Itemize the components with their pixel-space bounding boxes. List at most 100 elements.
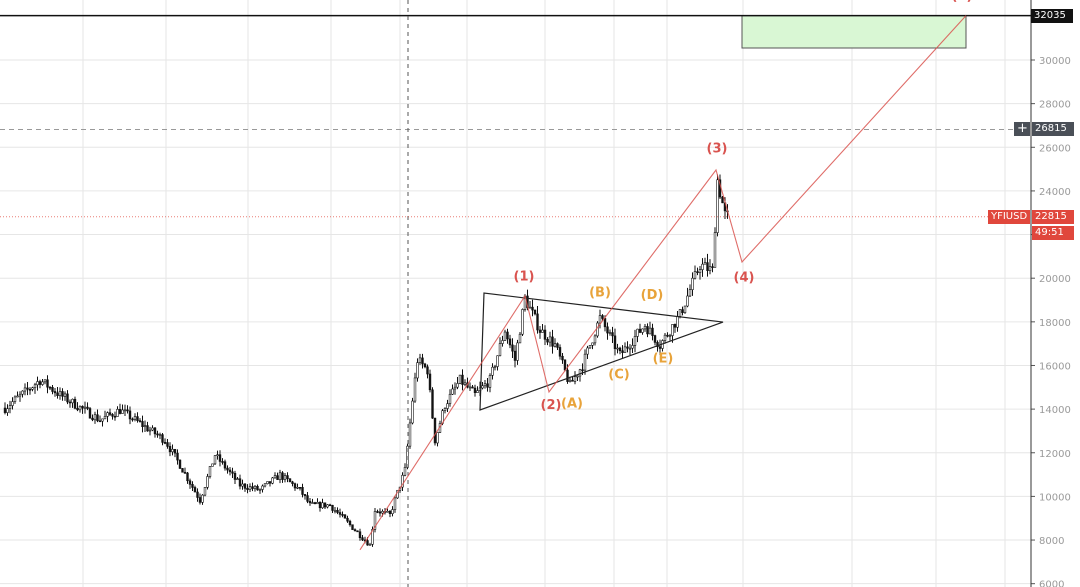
candle-body [83, 406, 87, 409]
candle [221, 458, 224, 465]
candle-body [666, 334, 669, 337]
candle [593, 334, 597, 346]
candle-body [353, 529, 357, 532]
candle [338, 508, 342, 518]
candle [361, 534, 364, 542]
candle-body [521, 309, 524, 335]
candle-body [336, 509, 339, 513]
wave-label[interactable]: (3) [707, 142, 728, 157]
elliott-wave-path[interactable] [359, 15, 967, 551]
candle [618, 346, 622, 355]
candle [226, 465, 229, 474]
candle [108, 408, 112, 417]
candle [463, 379, 467, 387]
candle-body [498, 343, 502, 357]
candle [231, 467, 234, 479]
candle [241, 479, 244, 490]
candle-body [581, 369, 584, 372]
candle [86, 402, 89, 411]
candle [511, 338, 514, 359]
candle-body [551, 336, 554, 347]
candle-body [511, 344, 514, 352]
candle-body [321, 502, 324, 509]
wave-label[interactable]: (1) [514, 269, 535, 284]
candle [508, 334, 512, 349]
y-tick-label: 10000 [1039, 492, 1071, 503]
candle [713, 227, 717, 268]
abcde-label[interactable]: (A) [561, 396, 583, 411]
y-tick-label: 16000 [1039, 361, 1071, 372]
wave-label[interactable]: (4) [734, 270, 755, 285]
candle-body [721, 196, 724, 204]
abcde-label[interactable]: (E) [653, 352, 674, 367]
crosshair-plus-icon[interactable]: + [1014, 122, 1030, 137]
candle [596, 321, 599, 338]
candle-body [218, 454, 222, 462]
symbol-tag: YFIUSD [988, 209, 1030, 224]
candle-body [253, 485, 257, 489]
candle [296, 483, 299, 490]
candle [541, 323, 544, 333]
candle-body [281, 472, 284, 480]
candle-body [368, 544, 372, 546]
candle-body [88, 408, 92, 419]
candle-body [516, 342, 519, 361]
candle-body [263, 483, 267, 487]
candle-body [426, 366, 429, 375]
candle [21, 390, 24, 398]
candle-body [208, 466, 212, 477]
candle-body [96, 414, 99, 422]
triangle-pattern[interactable] [479, 292, 724, 411]
candle [448, 389, 452, 407]
candle [481, 382, 484, 390]
y-tick-label: 20000 [1039, 274, 1071, 285]
candle-body [536, 313, 539, 331]
candle-body [698, 269, 702, 273]
candle-body [528, 306, 532, 309]
candle [193, 485, 197, 493]
candle [301, 483, 304, 498]
abcde-label[interactable]: (B) [589, 286, 611, 301]
candle-body [181, 468, 184, 473]
candle [206, 473, 209, 490]
candle-body [323, 502, 327, 508]
candle-body [573, 376, 577, 382]
candle [28, 387, 32, 395]
candle [348, 519, 352, 527]
candle [516, 339, 519, 365]
drawings[interactable]: (1) (2) (3) (4) (5) (A) (B) (C) (D) (E) [0, 0, 1031, 587]
candle-body [136, 416, 139, 421]
candle [58, 387, 62, 400]
candle [163, 438, 167, 445]
wave-label[interactable]: (2) [541, 398, 562, 413]
candle [576, 375, 579, 381]
candle [356, 530, 359, 533]
candle-body [243, 483, 247, 489]
wave-label[interactable]: (5) [952, 0, 973, 4]
candle [503, 329, 507, 342]
candle-body [616, 347, 619, 350]
candle-body [213, 455, 217, 465]
candle [276, 472, 279, 480]
candle [453, 382, 457, 395]
candle [196, 488, 199, 502]
candle-body [303, 494, 307, 496]
abcde-label[interactable]: (D) [641, 288, 664, 303]
candle-body [251, 486, 254, 489]
candle [203, 486, 207, 497]
abcde-label[interactable]: (C) [608, 368, 629, 383]
candle-body [116, 408, 119, 417]
candle-body [411, 400, 414, 424]
candle [243, 482, 247, 492]
candle [128, 406, 132, 425]
candle [83, 401, 87, 414]
candle-body [143, 425, 147, 427]
candle-body [298, 487, 302, 489]
candle [123, 404, 127, 417]
candle-body [158, 434, 162, 436]
target-zone-box[interactable] [741, 15, 967, 49]
candle-body [558, 347, 562, 357]
candle-body [563, 359, 567, 371]
candle [556, 342, 559, 350]
